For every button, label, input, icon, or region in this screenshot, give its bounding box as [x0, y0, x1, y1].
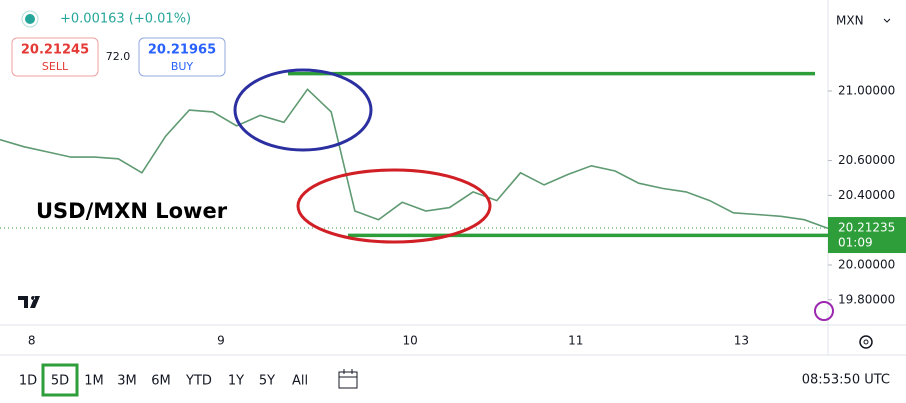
spread: 72.0 — [106, 50, 131, 63]
last-price-box — [828, 217, 906, 254]
last-price-label: 20.21235 — [838, 221, 895, 235]
y-tick-label: 20.60000 — [838, 153, 895, 167]
x-tick-label: 8 — [28, 334, 36, 348]
countdown: 01:09 — [838, 236, 873, 250]
status-dot — [25, 14, 35, 24]
annotation: USD/MXN Lower — [36, 199, 228, 223]
x-tick-label: 10 — [403, 334, 418, 348]
range-button[interactable]: All — [292, 374, 308, 389]
red-ellipse — [296, 168, 492, 244]
alert-icon — [814, 301, 834, 321]
sell-label: SELL — [42, 60, 69, 73]
buy-label: BUY — [171, 60, 194, 73]
x-tick-label: 11 — [568, 334, 583, 348]
settings-icon[interactable] — [859, 335, 873, 349]
date-range-icon[interactable] — [338, 369, 358, 389]
range-button[interactable]: 6M — [151, 374, 171, 389]
buy-button[interactable] — [138, 37, 226, 77]
settings-icon-center — [863, 339, 869, 345]
selected-range-box — [41, 363, 79, 397]
y-tick-label: 20.40000 — [838, 188, 895, 202]
x-tick-label: 13 — [734, 334, 749, 348]
range-button[interactable]: YTD — [185, 374, 212, 389]
logo — [18, 296, 40, 308]
status-ring — [21, 10, 39, 28]
y-tick-label: 20.00000 — [838, 257, 895, 271]
range-button[interactable]: 3M — [117, 374, 137, 389]
range-button[interactable]: 5D — [51, 374, 69, 389]
y-tick-label: 21.00000 — [838, 83, 895, 97]
buy-price: 20.21965 — [148, 43, 216, 58]
blue-ellipse — [233, 68, 373, 152]
y-tick-label: 19.80000 — [838, 292, 895, 306]
currency: MXN — [836, 14, 864, 28]
range-button[interactable]: 1D — [19, 374, 37, 389]
range-button[interactable]: 1M — [84, 374, 104, 389]
range-button[interactable]: 5Y — [259, 374, 275, 389]
range-button[interactable]: 1Y — [228, 374, 244, 389]
x-tick-label: 9 — [217, 334, 225, 348]
clock: 08:53:50 UTC — [802, 373, 890, 388]
price-line — [0, 88, 829, 230]
dropdown-arrow — [883, 18, 891, 23]
sell-price: 20.21245 — [21, 43, 89, 58]
change: +0.00163 (+0.01%) — [60, 12, 191, 27]
sell-button[interactable] — [11, 37, 99, 77]
